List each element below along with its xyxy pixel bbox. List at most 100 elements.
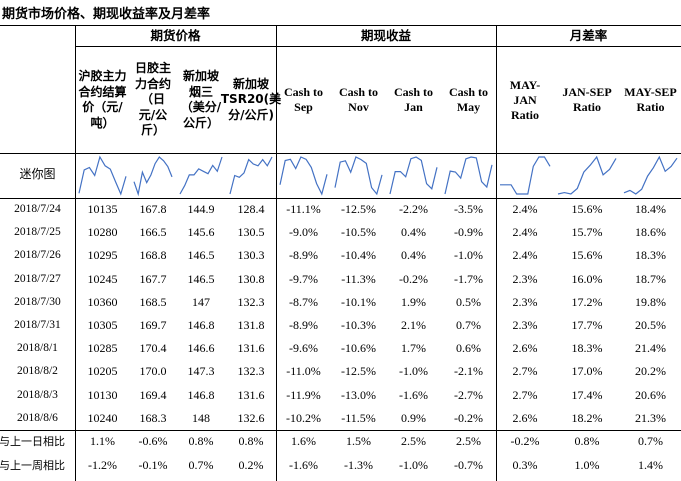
table-cell: 1.9% [401, 294, 426, 309]
table-cell: 0.7% [456, 318, 481, 332]
column-header: JAN-SEP Ratio [562, 85, 612, 114]
table-cell: 10245 [87, 271, 118, 286]
table-cell: 0.3% [512, 457, 538, 472]
table-cell: 10360 [87, 294, 118, 309]
sparkline-series [623, 155, 678, 195]
table-cell: 20.6% [635, 387, 666, 402]
table-cell: 0.9% [401, 410, 426, 425]
table-cell: 10280 [87, 225, 118, 240]
table-cell: 2.3% [512, 271, 538, 286]
sparkline-series [557, 155, 617, 195]
sparkline [179, 156, 223, 195]
sparkline [133, 156, 173, 197]
table-cell: -3.5% [454, 202, 483, 216]
table-rule [75, 46, 681, 47]
column-header: 沪胶主力合约结算价（元/吨） [78, 69, 127, 130]
table-cell: 0.4% [401, 248, 426, 263]
table-cell: 132.6 [237, 410, 265, 425]
row-label: 2018/8/6 [17, 411, 58, 424]
table-cell: -10.6% [341, 341, 376, 356]
row-label: 2018/7/27 [14, 272, 61, 285]
table-cell: 10205 [87, 364, 118, 379]
table-cell: 130.3 [237, 248, 265, 263]
column-header: Cash to Sep [283, 85, 323, 114]
table-cell: 17.7% [571, 318, 603, 332]
table-cell: 169.7 [139, 318, 167, 332]
table-cell: 0.8% [188, 434, 214, 448]
sparkline [229, 156, 273, 195]
table-cell: 146.8 [187, 318, 215, 332]
column-header: 新加坡烟三（美分/公斤） [180, 69, 222, 130]
table-cell: 18.4% [635, 202, 666, 216]
table-cell: -9.6% [289, 341, 318, 356]
table-cell: -1.6% [289, 457, 318, 472]
column-header: MAY-SEP Ratio [624, 85, 677, 114]
table-cell: 131.6 [237, 387, 265, 402]
sparkline-series [334, 156, 383, 196]
group-header: 月差率 [569, 28, 608, 43]
table-cell: -0.6% [138, 434, 168, 448]
table-cell: 2.3% [512, 294, 538, 309]
sparkline-series [279, 156, 328, 196]
row-label: 2018/8/3 [17, 388, 58, 401]
table-cell: 1.4% [638, 457, 663, 472]
table-cell: 15.6% [571, 248, 603, 263]
table-cell: 18.3% [571, 341, 603, 356]
table-cell: 10295 [87, 248, 118, 263]
table-cell: 2.5% [456, 434, 481, 448]
table-cell: -12.5% [341, 364, 376, 379]
table-cell: -10.4% [341, 248, 376, 263]
table-cell: 2.5% [401, 434, 426, 448]
table-cell: -10.1% [341, 294, 376, 309]
table-cell: 19.8% [635, 294, 666, 309]
table-cell: 148 [192, 410, 210, 425]
table-cell: 10305 [87, 318, 118, 332]
table-cell: 2.6% [512, 410, 538, 425]
column-header: 日胶主力合约（日元/公斤） [134, 61, 171, 138]
table-cell: 18.6% [635, 225, 666, 240]
row-label: 与上一日相比 [0, 435, 65, 448]
table-cell: -0.9% [454, 225, 483, 240]
table-cell: 168.5 [139, 294, 167, 309]
table-cell: 167.8 [139, 202, 167, 216]
sparkline [334, 156, 383, 196]
table-cell: -11.3% [341, 271, 376, 286]
sparkline [279, 156, 328, 196]
table-cell: -9.0% [289, 225, 318, 240]
table-cell: 169.4 [139, 387, 167, 402]
table-cell: -12.5% [341, 202, 376, 216]
table-cell: -10.2% [286, 410, 321, 425]
table-cell: 18.7% [635, 271, 666, 286]
table-cell: -8.9% [289, 318, 318, 332]
table-cell: -11.1% [286, 202, 321, 216]
table-cell: 147.3 [187, 364, 215, 379]
sparkline [500, 156, 551, 195]
table-cell: -8.9% [289, 248, 318, 263]
table-cell: 10130 [87, 387, 118, 402]
table-cell: 0.8% [238, 434, 264, 448]
table-cell: 17.0% [571, 364, 603, 379]
table-cell: 146.5 [187, 248, 215, 263]
table-rule [0, 430, 681, 431]
table-cell: -2.2% [399, 202, 428, 216]
table-cell: 2.7% [512, 364, 538, 379]
sparkline-series [500, 156, 551, 195]
table-cell: 21.4% [635, 341, 666, 356]
row-label: 2018/7/24 [14, 203, 61, 215]
sparkline-label: 迷你图 [19, 167, 56, 181]
table-cell: 10135 [87, 202, 118, 216]
table-cell: 0.7% [638, 434, 663, 448]
sparkline [78, 155, 127, 196]
table-cell: 17.4% [571, 387, 603, 402]
column-header: 新加坡TSR20(美分/公斤) [220, 76, 282, 122]
row-label: 2018/7/25 [14, 226, 61, 239]
table-cell: 15.6% [571, 202, 603, 216]
table-cell: 21.3% [635, 410, 666, 425]
table-cell: 1.1% [90, 434, 115, 448]
table-cell: -0.2% [510, 434, 540, 448]
table-rule [276, 25, 277, 481]
table-cell: 170.0 [139, 364, 167, 379]
table-cell: 130.5 [237, 225, 265, 240]
table-cell: 147 [192, 294, 210, 309]
column-header: MAY-JAN Ratio [509, 77, 541, 122]
